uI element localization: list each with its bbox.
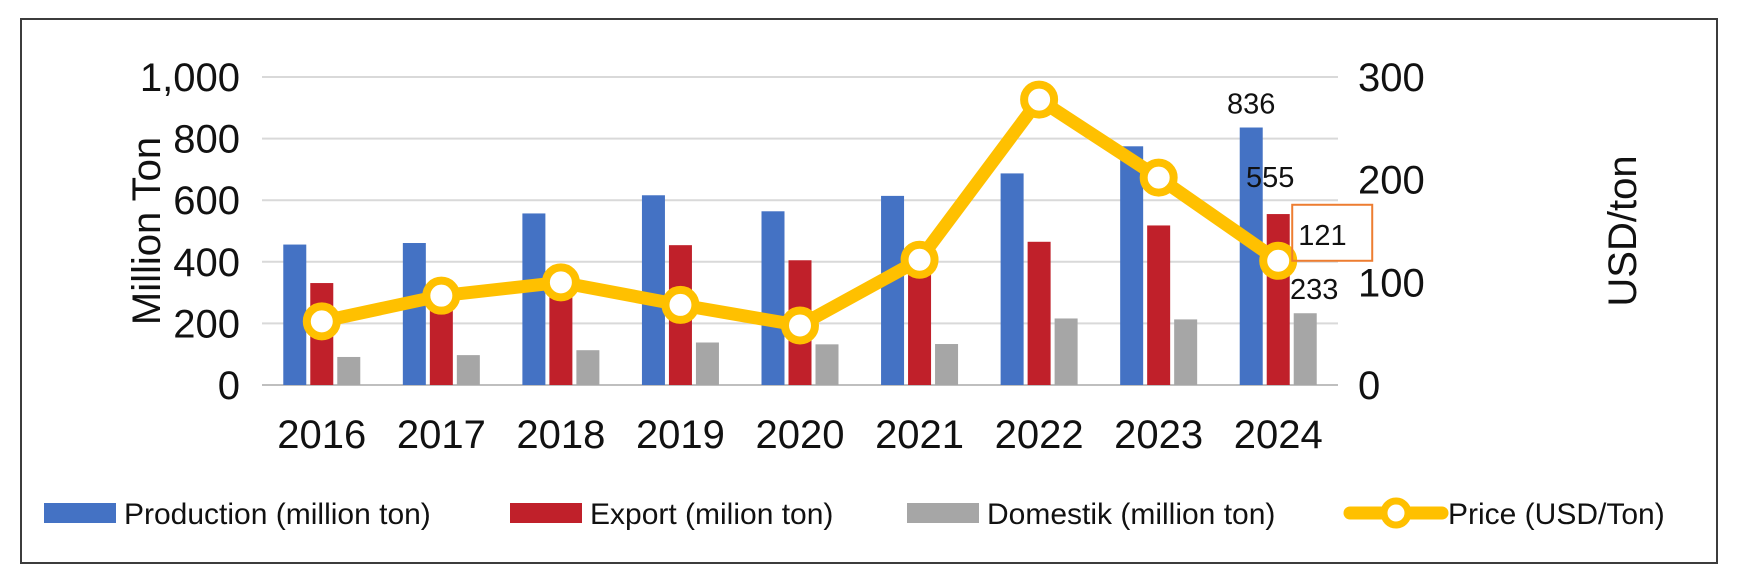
axes: 0 200 400 600 800 1,000 0 100 200 300 Million Ton U… bbox=[125, 56, 1645, 457]
bar bbox=[1054, 318, 1078, 385]
price-marker bbox=[781, 306, 819, 345]
y-left-tick-label: 400 bbox=[173, 241, 240, 285]
x-tick-label: 2019 bbox=[636, 413, 725, 457]
bar bbox=[1239, 127, 1263, 386]
bar bbox=[1027, 241, 1051, 385]
legend-swatch bbox=[907, 503, 979, 523]
price-marker bbox=[1259, 241, 1298, 280]
bar-data-label: 233 bbox=[1290, 274, 1338, 306]
x-tick-label: 2024 bbox=[1234, 413, 1323, 457]
bar bbox=[1147, 225, 1171, 385]
x-tick-label: 2018 bbox=[516, 413, 605, 457]
y-left-tick-label: 600 bbox=[173, 179, 240, 223]
y-right-tick-label: 200 bbox=[1358, 159, 1425, 203]
legend-label: Production (million ton) bbox=[124, 498, 431, 531]
price-marker bbox=[661, 285, 700, 324]
legend-swatch bbox=[44, 503, 116, 523]
bar bbox=[908, 267, 932, 385]
bar bbox=[761, 211, 785, 385]
y-left-tick-label: 200 bbox=[173, 302, 240, 346]
bar bbox=[881, 195, 905, 385]
bar-series bbox=[283, 127, 1317, 386]
price-marker bbox=[900, 240, 939, 279]
bar bbox=[337, 356, 361, 385]
bar bbox=[549, 292, 573, 385]
y-left-tick-label: 1,000 bbox=[140, 56, 240, 100]
bar bbox=[1293, 313, 1317, 385]
price-line-series bbox=[302, 80, 1298, 345]
x-tick-label: 2023 bbox=[1114, 413, 1203, 457]
bar bbox=[456, 355, 480, 385]
legend: Production (million ton) Export (milion t… bbox=[44, 497, 1665, 531]
x-tick-label: 2022 bbox=[995, 413, 1084, 457]
bar bbox=[815, 344, 839, 385]
bar bbox=[1266, 214, 1290, 385]
price-marker bbox=[1020, 80, 1059, 119]
bar bbox=[1000, 173, 1024, 385]
y-left-tick-label: 800 bbox=[173, 118, 240, 162]
x-tick-label: 2021 bbox=[875, 413, 964, 457]
price-marker bbox=[541, 263, 580, 302]
y-right-tick-label: 100 bbox=[1358, 261, 1425, 305]
price-marker bbox=[422, 276, 461, 315]
price-marker bbox=[1139, 158, 1178, 197]
bar bbox=[1174, 319, 1198, 385]
y-right-tick-label: 0 bbox=[1358, 364, 1380, 408]
bar bbox=[641, 195, 665, 385]
bar bbox=[522, 213, 546, 385]
bar bbox=[576, 350, 600, 385]
bar-data-label: 555 bbox=[1246, 162, 1294, 194]
legend-marker bbox=[1380, 497, 1412, 529]
bar bbox=[695, 342, 719, 385]
x-tick-label: 2017 bbox=[397, 413, 486, 457]
x-tick-label: 2016 bbox=[277, 413, 366, 457]
bar bbox=[283, 244, 307, 385]
legend-swatch bbox=[510, 503, 582, 523]
x-tick-label: 2020 bbox=[756, 413, 845, 457]
bar bbox=[429, 295, 453, 385]
bar bbox=[402, 243, 426, 385]
legend-label: Price (USD/Ton) bbox=[1448, 498, 1665, 531]
bar-data-label: 836 bbox=[1227, 89, 1275, 121]
bar bbox=[1120, 146, 1144, 385]
price-data-label: 121 bbox=[1298, 220, 1346, 252]
y-left-axis-title: Million Ton bbox=[125, 137, 169, 325]
price-label-highlight-box bbox=[1291, 203, 1374, 262]
y-right-axis-title: USD/ton bbox=[1601, 155, 1645, 306]
y-left-tick-label: 0 bbox=[218, 364, 240, 408]
legend-label: Export (milion ton) bbox=[590, 498, 833, 531]
bar bbox=[935, 344, 959, 385]
price-marker bbox=[302, 302, 341, 341]
legend-label: Domestik (million ton) bbox=[987, 498, 1275, 531]
y-right-tick-label: 300 bbox=[1358, 56, 1425, 100]
